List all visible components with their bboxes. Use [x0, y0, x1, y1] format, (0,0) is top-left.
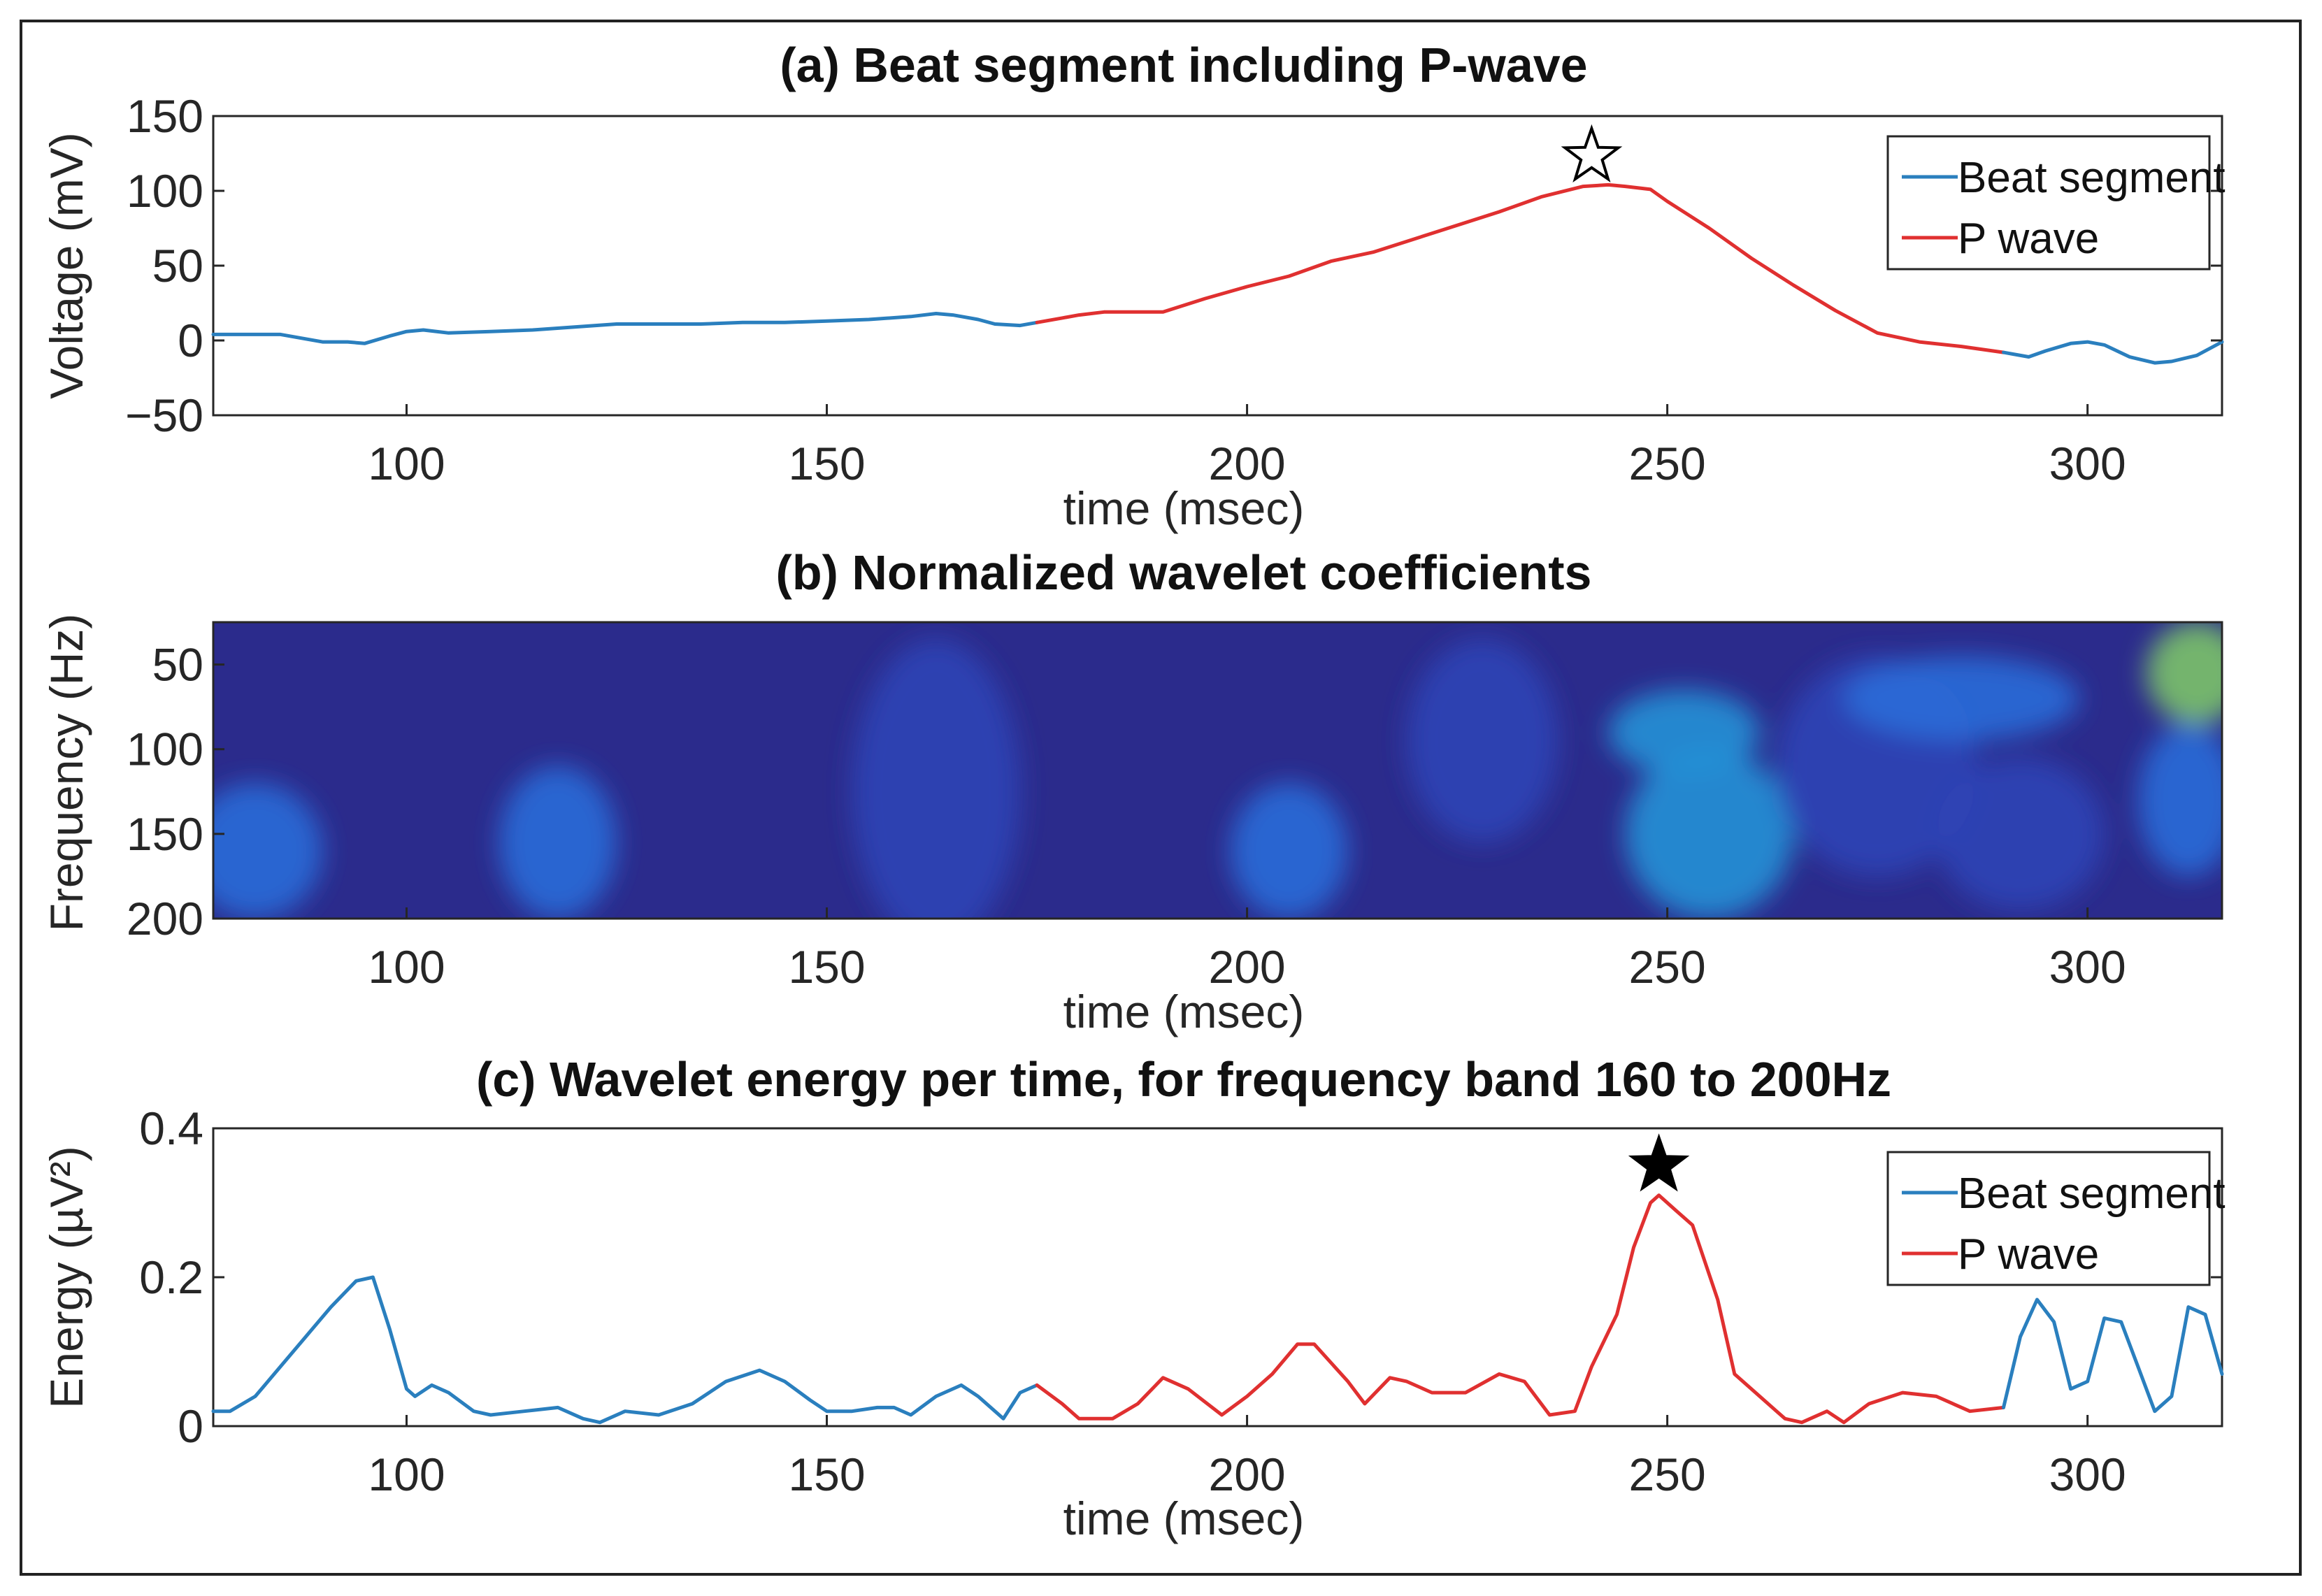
panel-b-title: (b) Normalized wavelet coefficients: [776, 545, 1592, 600]
panel-a-xtick-label: 200: [1209, 438, 1286, 489]
panel-c-ytick-label: 0.4: [139, 1102, 203, 1154]
panel-b-ticks: 50 100 150 200 100 150 200 250 300: [127, 639, 2126, 993]
panel-c-wavelet-energy: (c) Wavelet energy per time, for frequen…: [41, 1052, 2226, 1544]
panel-b-hotspot: [499, 765, 617, 919]
panel-b-hotspot: [213, 783, 323, 919]
panel-c-xlabel: time (msec): [1063, 1493, 1305, 1544]
panel-a-ytick-label: 50: [152, 240, 203, 292]
panel-a-series-beat-segment-0: [211, 312, 1039, 345]
panel-a-beat-segment: (a) Beat segment including P-wave −50 0 50…: [41, 38, 2226, 534]
panel-a-ytick-label: 100: [127, 165, 203, 217]
panel-a-plot-area: [211, 124, 2224, 365]
panel-b-xtick-label: 100: [368, 941, 445, 993]
panel-c-star-marker: [1628, 1133, 1690, 1192]
panel-c-series-p-wave-1: [1035, 1193, 2005, 1425]
panel-b-xtick-label: 150: [788, 941, 865, 993]
panel-a-legend-pwave-label: P wave: [1958, 215, 2099, 263]
panel-b-hotspot: [1936, 757, 2105, 910]
panel-c-xtick-label: 250: [1629, 1448, 1706, 1500]
panel-b-ylabel: Frequency (Hz): [41, 614, 92, 932]
panel-a-ticks: −50 0 50 100 150 100 150 200 250 300: [125, 90, 2222, 489]
panel-c-plot-area: [211, 1133, 2224, 1425]
panel-b-hotspot: [1625, 749, 1793, 919]
panel-c-xtick-label: 300: [2049, 1448, 2126, 1500]
panel-b-xtick-label: 300: [2049, 941, 2126, 993]
panel-c-xtick-label: 100: [368, 1448, 445, 1500]
panel-a-xlabel: time (msec): [1063, 482, 1305, 534]
panel-c-xtick-label: 150: [788, 1448, 865, 1500]
panel-c-legend-pwave-label: P wave: [1958, 1230, 2099, 1279]
panel-b-hotspots: [213, 622, 2222, 919]
panel-a-series-beat-segment-2: [2002, 340, 2224, 365]
panel-c-legend-beat-label: Beat segment: [1958, 1170, 2226, 1218]
panel-b-wavelet-heatmap: (b) Normalized wavelet coefficients 50 10…: [41, 545, 2223, 1037]
panel-b-hotspot: [852, 639, 1020, 919]
panel-a-xtick-label: 300: [2049, 438, 2126, 489]
panel-b-xtick-label: 200: [1209, 941, 1286, 993]
panel-a-xtick-label: 250: [1629, 438, 1706, 489]
panel-b-heatmap: [213, 622, 2222, 919]
panel-a-ytick-label: 0: [178, 315, 203, 366]
panel-b-hotspot: [2137, 724, 2222, 877]
panel-b-ytick-label: 50: [152, 639, 203, 691]
panel-b-ytick-label: 200: [127, 893, 203, 944]
panel-b-hotspot: [1230, 783, 1348, 919]
panel-c-legend-box: [1886, 1151, 2211, 1286]
panel-c-title: (c) Wavelet energy per time, for frequen…: [476, 1052, 1891, 1107]
panel-a-star-marker: [1561, 124, 1623, 183]
panel-c-ytick-label: 0: [178, 1400, 203, 1452]
panel-b-xtick-label: 250: [1629, 941, 1706, 993]
panel-b-hotspot: [2146, 622, 2222, 724]
panel-a-legend-beat-label: Beat segment: [1958, 154, 2226, 202]
panel-b-xlabel: time (msec): [1063, 986, 1305, 1037]
panel-a-ytick-label: −50: [125, 389, 203, 441]
panel-b-ytick-label: 100: [127, 724, 203, 775]
panel-b-ytick-label: 150: [127, 808, 203, 860]
panel-c-ylabel: Energy (µV²): [41, 1146, 92, 1408]
panel-b-axes: [212, 621, 2223, 920]
panel-b-hotspot: [1406, 639, 1558, 842]
panel-c-series-beat-segment-0: [211, 1275, 1039, 1425]
panel-a-legend: Beat segment P wave: [1886, 135, 2226, 271]
panel-c-ytick-label: 0.2: [139, 1251, 203, 1303]
panel-a-xtick-label: 100: [368, 438, 445, 489]
panel-a-legend-box: [1886, 135, 2211, 271]
panel-c-xtick-label: 200: [1209, 1448, 1286, 1500]
figure-frame: [20, 20, 2302, 1576]
panel-a-ylabel: Voltage (mV): [41, 132, 92, 399]
panel-a-title: (a) Beat segment including P-wave: [780, 38, 1587, 92]
panel-c-legend: Beat segment P wave: [1886, 1151, 2226, 1286]
panel-a-ytick-label: 150: [127, 90, 203, 142]
panel-a-xtick-label: 150: [788, 438, 865, 489]
panel-c-ticks: 0 0.2 0.4 100 150 200 250 300: [139, 1102, 2222, 1500]
panel-b-hotspot: [1844, 656, 2079, 741]
panel-c-series-beat-segment-2: [2002, 1297, 2224, 1414]
panel-a-series-p-wave-1: [1035, 182, 2005, 354]
